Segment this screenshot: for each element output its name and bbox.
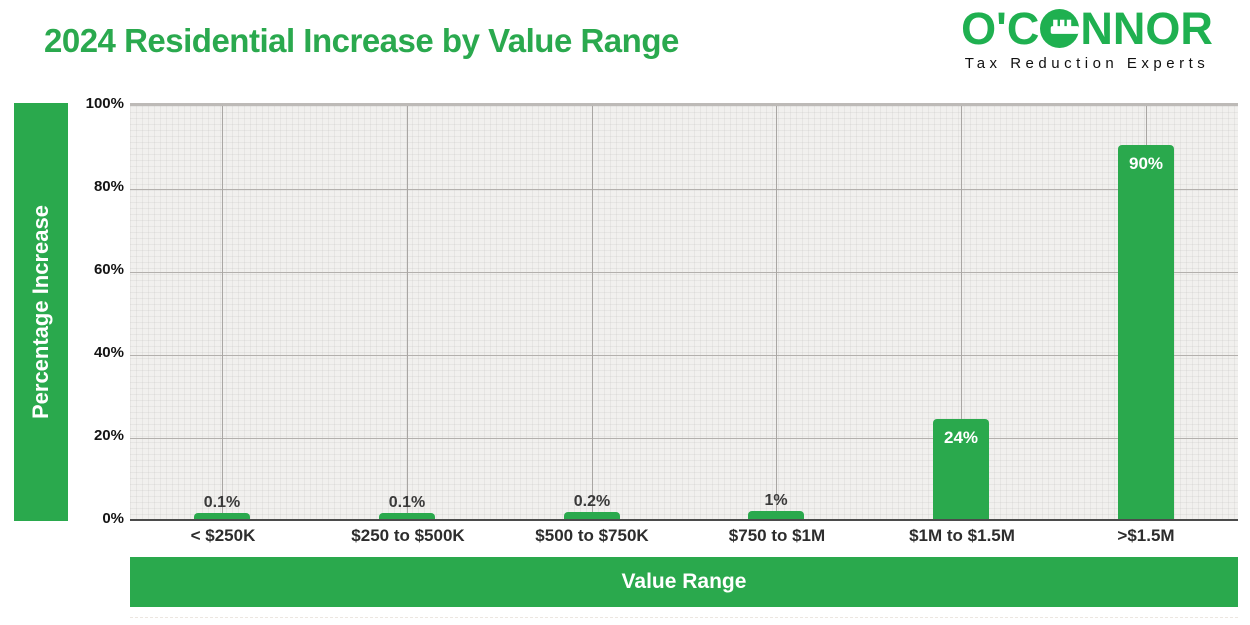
grid-line-horizontal — [130, 438, 1238, 439]
grid-line-vertical — [961, 106, 962, 519]
plot-area: 0.1% 0.1% 0.2% 1% 24% 90% — [130, 103, 1238, 521]
bar — [564, 512, 620, 519]
logo-tagline: Tax Reduction Experts — [964, 55, 1210, 72]
oconnor-logo: O'C NNOR Tax Reduction Experts — [942, 6, 1232, 72]
bar — [194, 513, 250, 519]
bar-value-label: 0.1% — [203, 494, 241, 511]
grid-line-vertical — [592, 106, 593, 519]
bar — [379, 513, 435, 519]
x-tick-label: >$1.5M — [1117, 526, 1175, 545]
x-tick-label: < $250K — [190, 526, 256, 545]
bar-value-label: 24% — [943, 428, 979, 447]
oconnor-logo-wordmark: O'C NNOR — [942, 6, 1232, 51]
x-axis-title: Value Range — [621, 570, 747, 593]
x-tick-label: $1M to $1.5M — [909, 526, 1015, 545]
chart-title: 2024 Residential Increase by Value Range — [44, 22, 679, 59]
bar-value-label: 90% — [1128, 154, 1164, 173]
x-axis-banner: Value Range — [130, 557, 1238, 607]
y-tick-label: 40% — [93, 344, 124, 361]
key-in-circle-icon — [1040, 9, 1080, 48]
bar-value-label: 0.1% — [388, 494, 426, 511]
logo-text-left: O'C — [961, 3, 1040, 54]
x-tick-label: $250 to $500K — [351, 526, 465, 545]
x-axis-tick-labels: < $250K $250 to $500K $500 to $750K $750 to… — [130, 526, 1238, 550]
grid-line-vertical — [407, 106, 408, 519]
grid-line-horizontal — [130, 189, 1238, 190]
bar — [748, 511, 804, 519]
y-tick-label: 80% — [93, 178, 124, 195]
y-axis-tick-labels: 0% 20% 40% 60% 80% 100% — [0, 95, 124, 527]
bar — [1118, 145, 1174, 519]
grid-line-horizontal — [130, 272, 1238, 273]
grid-line-vertical — [222, 106, 223, 519]
y-tick-label: 20% — [93, 427, 124, 444]
bar-value-label: 1% — [764, 492, 788, 509]
y-axis-banner: Percentage Increase — [14, 103, 68, 521]
y-tick-label: 60% — [93, 261, 124, 278]
logo-text-right: NNOR — [1080, 3, 1213, 54]
x-tick-label: $500 to $750K — [535, 526, 649, 545]
bar — [933, 419, 989, 519]
y-tick-label: 100% — [85, 95, 124, 112]
grid-line-vertical — [776, 106, 777, 519]
x-tick-label: $750 to $1M — [728, 526, 826, 545]
y-tick-label: 0% — [102, 510, 124, 527]
bottom-divider — [130, 617, 1238, 618]
bar-value-label: 0.2% — [573, 493, 611, 510]
grid-line-horizontal — [130, 355, 1238, 356]
